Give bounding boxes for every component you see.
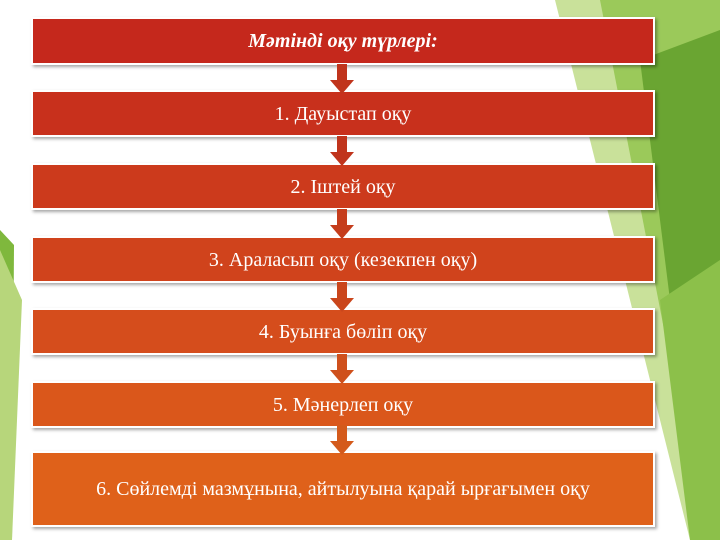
step-label-2: 2. Іштей оқу — [290, 175, 396, 198]
down-arrow-icon — [330, 136, 354, 166]
green-sliver-right — [660, 260, 720, 540]
down-arrow-icon — [330, 209, 354, 239]
down-arrow-icon — [330, 282, 354, 312]
step-box-5: 5. Мәнерлеп оқу — [31, 381, 655, 428]
step-label-4: 4. Буынға бөліп оқу — [258, 320, 428, 343]
title-box: Мәтінді оқу түрлері: — [31, 17, 655, 65]
step-box-4: 4. Буынға бөліп оқу — [31, 308, 655, 355]
down-arrow-icon — [330, 64, 354, 94]
step-label-6: 6. Сөйлемді мазмұнына, айтылуына қарай ы… — [96, 478, 590, 500]
step-label-1: 1. Дауыстап оқу — [274, 102, 412, 125]
down-arrow-icon — [330, 354, 354, 384]
step-box-6: 6. Сөйлемді мазмұнына, айтылуына қарай ы… — [31, 451, 655, 527]
step-box-2: 2. Іштей оқу — [31, 163, 655, 210]
green-sliver-left-light — [0, 250, 22, 540]
step-label-5: 5. Мәнерлеп оқу — [272, 393, 414, 416]
title-text: Мәтінді оқу түрлері: — [248, 30, 438, 52]
step-box-3: 3. Араласып оқу (кезекпен оқу) — [31, 236, 655, 283]
step-box-1: 1. Дауыстап оқу — [31, 90, 655, 137]
step-label-3: 3. Араласып оқу (кезекпен оқу) — [208, 248, 478, 271]
down-arrow-icon — [330, 425, 354, 455]
